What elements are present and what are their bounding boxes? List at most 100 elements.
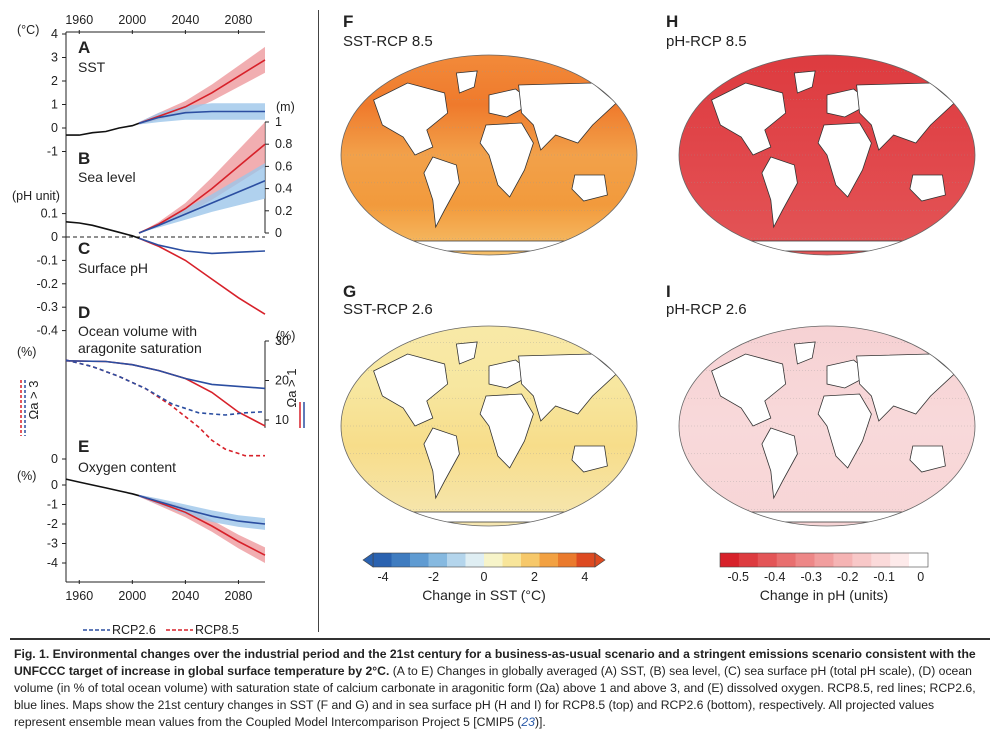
colorbar-swatch	[465, 553, 485, 567]
colorbar-tick-label: -2	[428, 570, 439, 584]
left-axis-label: Ωa > 3	[26, 381, 41, 420]
continent-outline	[711, 82, 787, 156]
panel-label-b: B	[78, 149, 90, 168]
chart-panel-a: -1 0 1 2 3 4 (°C) A SST	[17, 23, 266, 159]
y-tick-label-right: 0.4	[275, 182, 292, 196]
panel-label-i: I	[666, 282, 671, 301]
continent-outline	[373, 82, 449, 156]
colorbar-swatch	[391, 553, 411, 567]
y-tick-label: -2	[47, 517, 58, 531]
panel-label-f: F	[343, 12, 354, 31]
colorbar-swatch	[539, 553, 559, 567]
panel-title-d-line2: aragonite saturation	[78, 340, 202, 356]
caption-ref-link[interactable]: 23	[521, 715, 535, 729]
colorbar-tick-label: 0	[481, 570, 488, 584]
map-body	[341, 326, 637, 526]
y-tick-label: 0	[51, 478, 58, 492]
caption-label: Fig. 1.	[14, 647, 50, 661]
series-line-rcp26	[65, 360, 266, 390]
series-line-rcp26	[138, 180, 266, 234]
series-line-rcp85	[138, 143, 266, 234]
map-border	[340, 325, 638, 527]
y-tick-label: -1	[47, 498, 58, 512]
continent-outline	[856, 353, 955, 422]
map-panels	[340, 54, 976, 527]
x-tick-label-top: 2040	[171, 13, 199, 27]
continent-outline	[423, 156, 460, 229]
map-F	[340, 54, 638, 256]
colorbar-swatch	[428, 553, 448, 567]
colorbar-swatch	[909, 553, 929, 567]
colorbar-arrow-right	[594, 552, 606, 568]
panel-label-a: A	[78, 38, 90, 57]
chart-panel-c: 0.1 0 -0.1 -0.2 -0.3 -0.4 (pH unit) C Surface pH	[12, 189, 266, 338]
x-tick-label-bottom: 2040	[171, 589, 199, 603]
chart-panel-e: 0 -1 -2 -3 -4 (%) E Oxygen content	[17, 437, 266, 570]
colorbar-swatch	[738, 553, 759, 567]
map-body	[679, 55, 975, 255]
y-unit-label-right: (m)	[276, 100, 295, 114]
continent-outline	[793, 70, 816, 94]
y-tick-label: -0.2	[36, 277, 58, 291]
continent-outline	[909, 445, 946, 473]
panel-label-c: C	[78, 239, 90, 258]
colorbar-tick-label: 4	[581, 570, 588, 584]
series-line-rcp26	[138, 110, 265, 125]
colorbar-swatch	[852, 553, 872, 567]
continent-outline	[909, 174, 946, 202]
continent-outline	[518, 82, 617, 151]
y-tick-label-right: 0.6	[275, 159, 292, 173]
colorbar-frame	[719, 552, 929, 568]
colorbar-swatch	[833, 553, 853, 567]
uncertainty-band-rcp85	[139, 494, 265, 563]
right-axis-label: Ωa > 1	[284, 369, 299, 408]
x-tick-label-top: 2000	[118, 13, 146, 27]
panel-divider	[318, 10, 319, 632]
colorbar-swatch	[720, 553, 740, 567]
y-unit-label: (%)	[17, 345, 36, 359]
continent-outline	[455, 341, 478, 365]
colorbar-tick-label: -0.2	[837, 570, 859, 584]
continent-outline	[761, 427, 798, 500]
map-border	[340, 54, 638, 256]
legend: RCP2.6 RCP8.5	[83, 623, 239, 637]
y-unit-label: (°C)	[17, 23, 39, 37]
uncertainty-band-rcp26	[139, 103, 265, 125]
colorbar-swatch	[410, 553, 429, 567]
continent-outline	[761, 156, 798, 229]
colorbar-title: Change in pH (units)	[760, 587, 888, 603]
y-unit-label: (%)	[17, 469, 36, 483]
colorbar-arrow-left	[362, 552, 374, 568]
map-title-i: pH-RCP 2.6	[666, 301, 747, 318]
panel-label-d: D	[78, 303, 90, 322]
x-tick-label-bottom: 2080	[225, 589, 253, 603]
series-line-rcp26	[138, 494, 266, 525]
panel-label-e: E	[78, 437, 89, 456]
y-tick-label: 0	[51, 452, 58, 466]
y-tick-label: 0	[51, 121, 58, 135]
continent-outline	[373, 353, 449, 427]
map-border	[678, 325, 976, 527]
map-body	[341, 55, 637, 255]
map-title-h: pH-RCP 8.5	[666, 33, 747, 50]
continent-outline	[817, 393, 872, 469]
caption-divider	[10, 638, 990, 640]
map-G	[340, 325, 638, 527]
historical-line	[66, 122, 140, 136]
uncertainty-band-rcp26	[139, 494, 265, 530]
historical-line	[65, 221, 140, 239]
colorbar-swatch	[871, 553, 891, 567]
y-tick-label: -1	[47, 145, 58, 159]
continent-outline	[856, 82, 955, 151]
map-body	[679, 326, 975, 526]
colorbar-swatch	[447, 553, 466, 567]
x-tick-label-bottom: 1960	[65, 589, 93, 603]
colorbar-swatch	[502, 553, 522, 567]
y-tick-label: 2	[51, 74, 58, 88]
colorbar-tick-label: -0.4	[764, 570, 786, 584]
y-tick-label: 3	[51, 51, 58, 65]
